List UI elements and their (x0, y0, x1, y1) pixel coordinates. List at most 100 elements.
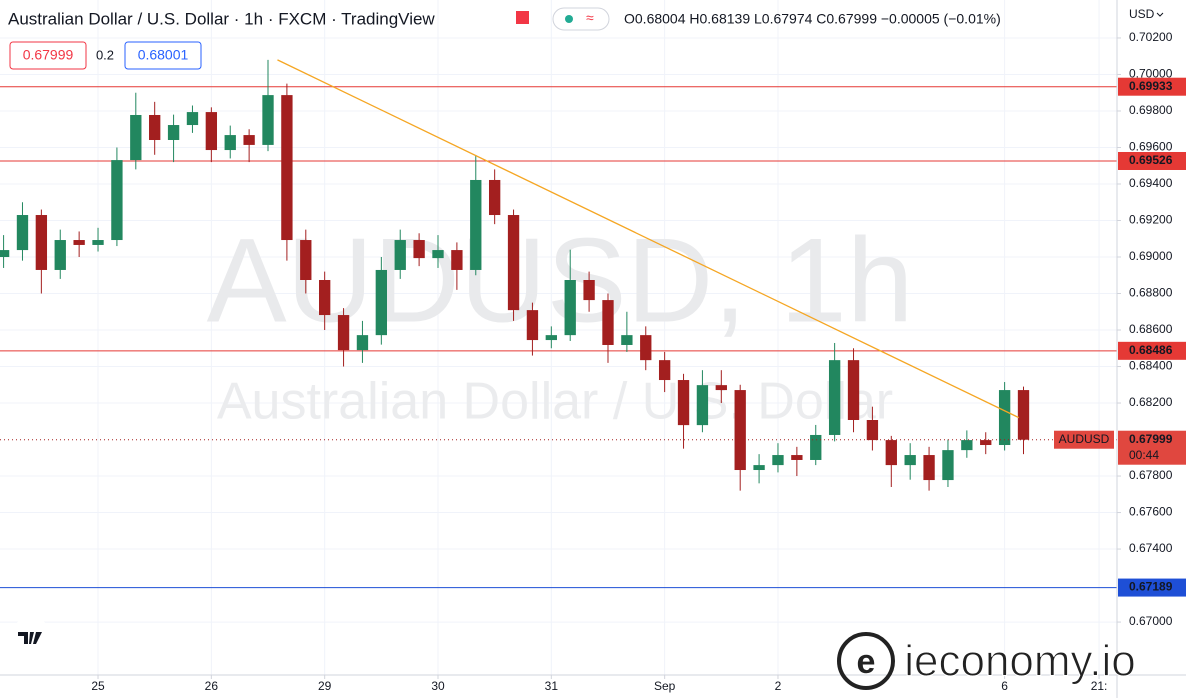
watermark-sub: Australian Dollar / U.S. Dollar (217, 373, 893, 431)
symbol-tag: AUDUSD (1059, 432, 1110, 446)
y-tick-label: 0.69200 (1129, 213, 1173, 227)
candle-body (186, 112, 199, 126)
ohlc-legend: O0.68004 H0.68139 L0.67974 C0.67999 −0.0… (624, 11, 1001, 27)
last-price: 0.67999 (1129, 432, 1173, 446)
level-label: 0.69526 (1129, 153, 1173, 167)
plot-layer (0, 59, 1117, 589)
x-tick-label: 25 (91, 679, 105, 693)
watermark: AUDUSD, 1h (207, 214, 914, 348)
brand-watermark: e ieconomy.io (837, 632, 1136, 690)
candle-body (961, 440, 973, 451)
candle-body (281, 95, 293, 241)
candle-body (640, 335, 652, 361)
candle-body (847, 360, 860, 421)
candle-body (564, 280, 576, 336)
trendline (277, 59, 1020, 419)
axis-layer: 0.70200 0.70000 0.69800 0.69600 0.69400 0.692… (91, 30, 1186, 693)
candle-body (167, 125, 180, 141)
x-tick-label: Sep (654, 679, 676, 693)
y-tick-label: 0.68800 (1129, 286, 1173, 300)
bid-price: 0.67999 (23, 47, 74, 63)
candle-body (35, 215, 48, 270)
level-label: 0.69933 (1129, 79, 1173, 93)
background-layer (0, 0, 1117, 675)
candle-body (149, 114, 161, 141)
candle-body (300, 240, 312, 281)
header: Australian Dollar / U.S. Dollar · 1h · F… (8, 7, 1164, 70)
candle-body (1017, 390, 1030, 440)
y-tick-label: 0.70000 (1129, 67, 1173, 81)
candle-body (375, 269, 388, 336)
candle-body (394, 240, 406, 270)
level-label-bg (1118, 151, 1186, 170)
symbol-tag-bg (1054, 430, 1114, 449)
candle-body (526, 310, 539, 341)
currency-caret (1156, 12, 1164, 17)
y-tick-label: 0.67600 (1129, 505, 1173, 519)
spread: 0.2 (96, 47, 114, 62)
brand-ring (837, 632, 895, 690)
x-tick-label: 21: (1091, 679, 1108, 693)
candle-body (243, 135, 255, 145)
candle-body (791, 455, 803, 460)
countdown: 00:44 (1129, 448, 1159, 462)
last-price-bg (1118, 430, 1186, 465)
y-tick-label: 0.68400 (1129, 359, 1173, 373)
candle-body (658, 360, 671, 381)
candle-body (545, 335, 557, 341)
candle-body (866, 420, 879, 441)
y-tick-label: 0.67800 (1129, 468, 1173, 482)
y-tick-label: 0.67400 (1129, 541, 1173, 555)
y-tick-label: 0.70200 (1129, 30, 1173, 44)
candle-body (980, 440, 992, 446)
candle-body (753, 465, 765, 471)
candle-body (734, 390, 746, 471)
candle-body (130, 114, 142, 161)
candle-body (885, 440, 897, 466)
candle-body (337, 315, 350, 351)
y-tick-label: 0.69000 (1129, 249, 1173, 263)
status-pill[interactable] (552, 7, 610, 31)
level-label: 0.67189 (1129, 580, 1173, 594)
level-label-bg (1118, 341, 1186, 360)
candle-body (696, 385, 709, 426)
x-tick-label: 6 (1001, 679, 1008, 693)
y-tick-label: 0.69800 (1129, 103, 1173, 117)
candle-body (488, 179, 501, 216)
candle-body (224, 135, 236, 151)
candle-body (413, 240, 425, 259)
candle-body (583, 280, 595, 301)
sell-box[interactable] (9, 41, 87, 70)
candle-body (828, 360, 841, 435)
tv-logo (10, 617, 52, 659)
candle-body (470, 179, 482, 270)
candle-body (451, 250, 463, 270)
level-label: 0.68486 (1129, 343, 1173, 357)
candle-body (356, 335, 369, 351)
candle-body (772, 455, 784, 466)
x-tick-label: 31 (545, 679, 559, 693)
candle-body (262, 95, 274, 145)
candle-body (111, 160, 123, 241)
candle-body (602, 300, 614, 345)
flag-icon[interactable] (516, 11, 529, 24)
buy-box[interactable] (124, 41, 202, 70)
y-tick-label: 0.67000 (1129, 614, 1173, 628)
candle-body (92, 240, 104, 245)
candle-body (998, 390, 1011, 446)
y-tick-label: 0.68600 (1129, 322, 1173, 336)
y-tick-label: 0.69600 (1129, 140, 1173, 154)
status-dot (565, 15, 573, 23)
x-tick-label: 2 (775, 679, 782, 693)
logo-mark (18, 632, 42, 644)
candle-body (810, 434, 822, 460)
candle-body (54, 240, 66, 270)
currency-label[interactable]: USD (1129, 7, 1155, 21)
candle-body (904, 455, 916, 466)
candle-body (432, 250, 444, 259)
x-tick-label: 26 (205, 679, 219, 693)
candle-body (715, 385, 727, 391)
ask-price: 0.68001 (138, 47, 189, 63)
candle-body (0, 250, 10, 258)
